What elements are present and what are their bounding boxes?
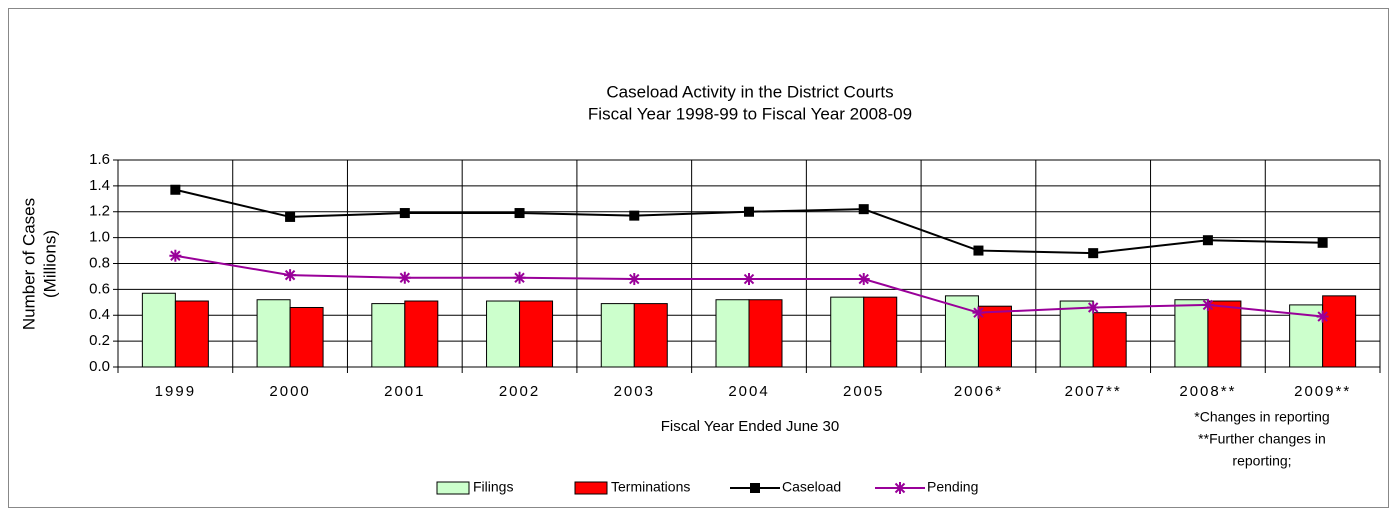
marker-stroke [858,273,869,285]
legend-marker [894,482,906,494]
bar [486,300,521,368]
marker [1201,298,1214,311]
annotation: reporting; [1232,453,1291,469]
bar [863,296,898,368]
marker-stroke [399,272,411,283]
marker-stroke [1087,302,1099,313]
marker-stroke [894,482,906,494]
x-tick-label: 2001 [384,383,425,400]
marker [628,273,641,286]
legend-swatch [436,481,470,495]
marker [1088,248,1099,259]
marker [972,306,985,319]
bar [141,292,176,368]
marker-stroke [743,273,755,285]
marker [743,273,755,286]
bar [748,299,783,368]
legend-label: Terminations [611,479,690,495]
marker [514,208,525,219]
bar [404,300,439,368]
marker-stroke [284,269,296,281]
marker [1202,235,1213,246]
annotation: *Changes in reporting [1194,409,1329,425]
x-tick-label: 2005 [843,383,884,400]
marker [170,184,181,195]
marker [513,271,526,284]
marker [857,273,870,286]
y-tick-label: 1.6 [89,151,110,168]
marker-stroke [170,250,181,261]
annotation: **Further changes in [1198,431,1326,447]
bar [1322,295,1357,368]
bar [977,305,1012,368]
marker-stroke [1317,311,1328,322]
y-tick-label: 0.8 [89,254,110,271]
x-tick-label: 2008** [1179,383,1236,400]
y-tick-label: 1.0 [89,229,110,246]
marker [1317,237,1328,248]
bar [519,300,554,368]
legend-marker [750,483,760,493]
y-axis-label: Number of Cases [19,198,38,330]
marker-stroke [629,273,640,285]
marker [858,204,869,215]
y-axis-label: (Millions) [40,230,59,298]
bar [1174,299,1209,368]
bar [1092,312,1127,368]
marker [285,211,296,222]
bar [633,303,668,368]
x-tick-label: 2002 [499,383,540,400]
marker [744,206,754,217]
legend-label: Caseload [782,479,841,495]
bar [289,306,324,368]
bar [600,303,635,368]
marker [284,269,297,282]
chart-title: Caseload Activity in the District Courts [606,82,893,101]
marker [1316,310,1329,323]
y-tick-label: 1.4 [89,177,110,194]
x-tick-label: 2006* [954,383,1003,400]
legend-label: Pending [927,479,978,495]
marker [973,245,984,256]
chart-subtitle: Fiscal Year 1998-99 to Fiscal Year 2008-… [588,104,912,123]
chart-border [8,8,1389,508]
x-tick-label: 2000 [269,383,310,400]
y-tick-label: 0.0 [89,358,110,375]
marker [169,249,182,262]
bar [830,296,865,368]
y-tick-label: 0.6 [89,280,110,297]
x-axis-label: Fiscal Year Ended June 30 [661,418,839,435]
bar [371,303,406,368]
marker [398,271,411,284]
y-tick-label: 0.2 [89,332,110,349]
marker-stroke [514,272,525,283]
marker [399,208,410,219]
marker-stroke [973,307,984,318]
bar [174,300,209,368]
bar [1059,300,1094,368]
marker [1087,301,1100,314]
x-tick-label: 2003 [614,383,655,400]
legend-swatch [574,481,608,495]
bar [1207,300,1242,368]
bar [256,299,291,368]
x-tick-label: 1999 [155,383,196,400]
x-tick-label: 2004 [728,383,769,400]
bar [944,295,979,368]
x-tick-label: 2007** [1065,383,1122,400]
bar [715,299,750,368]
marker-stroke [1202,299,1214,311]
legend-label: Filings [473,479,513,495]
y-tick-label: 0.4 [89,306,110,323]
y-tick-label: 1.2 [89,203,110,220]
marker [629,210,640,221]
x-tick-label: 2009** [1294,383,1351,400]
